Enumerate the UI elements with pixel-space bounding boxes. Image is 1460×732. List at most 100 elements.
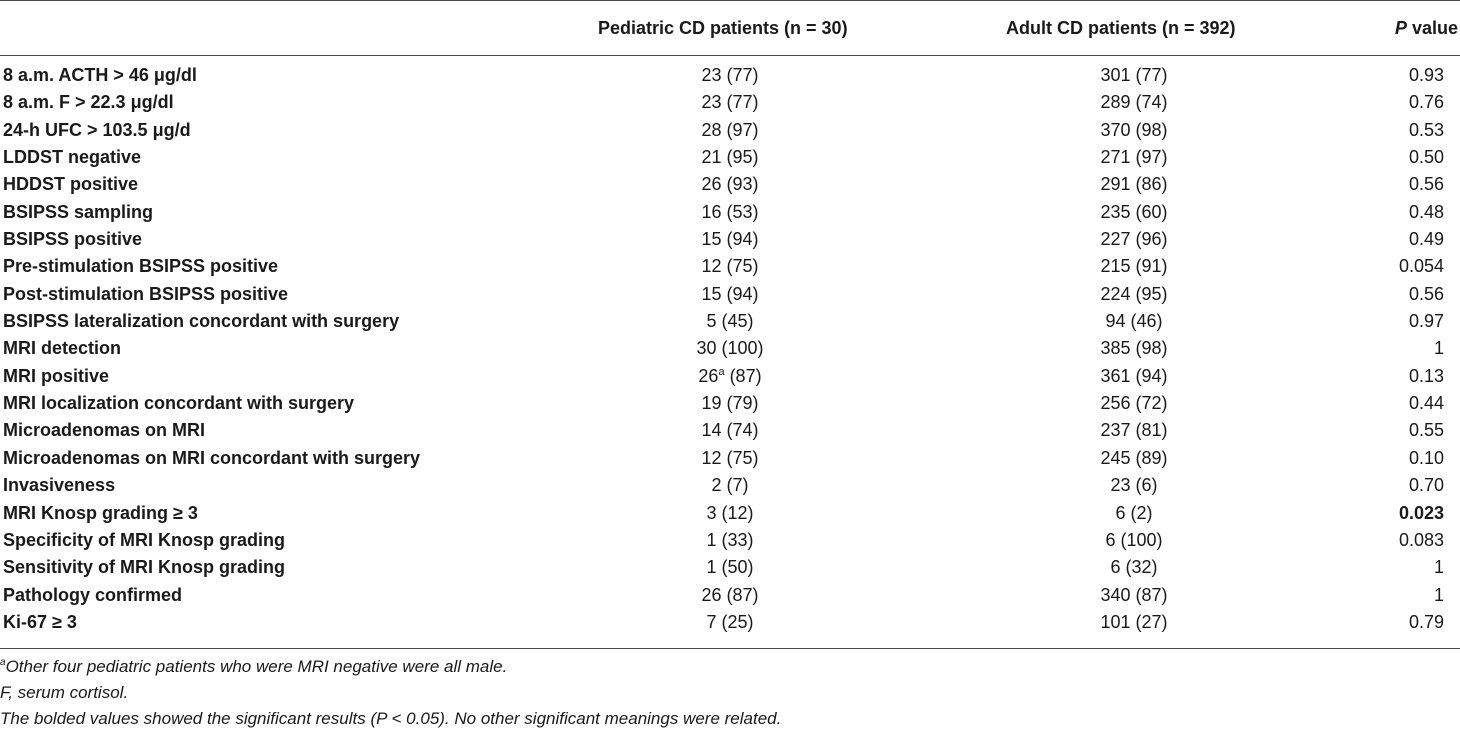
row-label: 8 a.m. F > 22.3 μg/dl bbox=[3, 92, 174, 113]
p-value: 1 bbox=[1433, 557, 1444, 578]
pediatric-value: 23 (77) bbox=[701, 65, 759, 85]
p-value: 0.49 bbox=[1408, 229, 1444, 250]
table-bottom-rule bbox=[0, 648, 1460, 649]
adult-value: 385 (98) bbox=[1100, 338, 1168, 359]
table-row: Ki-67 ≥ 3 7 (25) 101 (27) 0.79 bbox=[0, 609, 1460, 636]
row-label: Specificity of MRI Knosp grading bbox=[3, 529, 286, 550]
adult-value: 227 (96) bbox=[1100, 229, 1168, 250]
p-value: 0.56 bbox=[1408, 283, 1444, 304]
adult-value: 361 (94) bbox=[1100, 365, 1168, 386]
adult-value: 301 (77) bbox=[1100, 65, 1168, 85]
pediatric-value: 23 (77) bbox=[701, 92, 759, 113]
table-row: Microadenomas on MRI concordant with sur… bbox=[0, 445, 1460, 472]
p-value: 0.53 bbox=[1408, 119, 1444, 140]
footnote-a-marker: a bbox=[0, 657, 6, 668]
table-row: MRI Knosp grading ≥ 3 3 (12) 6 (2) 0.023 bbox=[0, 500, 1460, 527]
p-value: 0.56 bbox=[1408, 174, 1444, 195]
table-row: Specificity of MRI Knosp grading 1 (33) 6 … bbox=[0, 527, 1460, 554]
p-value: 0.48 bbox=[1408, 201, 1444, 222]
p-value: 0.083 bbox=[1398, 529, 1444, 550]
table-row: BSIPSS lateralization concordant with su… bbox=[0, 308, 1460, 335]
header-p-rest: value bbox=[1406, 18, 1458, 38]
row-label: MRI positive bbox=[3, 365, 110, 386]
pediatric-value: 21 (95) bbox=[701, 147, 759, 168]
table-row: 8 a.m. ACTH > 46 μg/dl 23 (77) 301 (77) 0.9… bbox=[0, 62, 1460, 89]
adult-value: 224 (95) bbox=[1100, 283, 1168, 304]
adult-value: 256 (72) bbox=[1100, 393, 1168, 414]
row-label: Microadenomas on MRI bbox=[3, 420, 206, 441]
adult-value: 289 (74) bbox=[1100, 92, 1168, 113]
adult-value: 215 (91) bbox=[1100, 256, 1168, 277]
p-value: 0.70 bbox=[1408, 475, 1444, 496]
row-label: 8 a.m. ACTH > 46 μg/dl bbox=[3, 65, 197, 85]
row-label: MRI detection bbox=[3, 338, 122, 359]
adult-value: 101 (27) bbox=[1100, 611, 1168, 632]
adult-value: 23 (6) bbox=[1110, 475, 1158, 496]
footnote-a: aOther four pediatric patients who were … bbox=[0, 654, 1460, 680]
row-label: BSIPSS lateralization concordant with su… bbox=[3, 311, 400, 332]
pediatric-value: 26a (87) bbox=[630, 363, 830, 390]
pediatric-value-percent: (87) bbox=[724, 365, 762, 386]
adult-value: 235 (60) bbox=[1100, 201, 1168, 222]
adult-value: 6 (32) bbox=[1110, 557, 1158, 578]
row-label: LDDST negative bbox=[3, 147, 142, 168]
p-value: 0.97 bbox=[1408, 311, 1444, 332]
row-label: MRI Knosp grading ≥ 3 bbox=[3, 502, 198, 523]
table-row: 24-h UFC > 103.5 μg/d 28 (97) 370 (98) 0.53 bbox=[0, 117, 1460, 144]
adult-value: 94 (46) bbox=[1105, 311, 1163, 332]
header-adult: Adult CD patients (n = 392) bbox=[1006, 18, 1236, 38]
adult-value: 370 (98) bbox=[1100, 119, 1168, 140]
pediatric-value: 12 (75) bbox=[701, 447, 759, 468]
pediatric-value: 3 (12) bbox=[706, 502, 754, 523]
adult-value: 6 (2) bbox=[1115, 502, 1153, 523]
table-header-row: Pediatric CD patients (n = 30) Adult CD … bbox=[0, 0, 1460, 55]
pediatric-value: 19 (79) bbox=[701, 393, 759, 414]
p-value: 0.13 bbox=[1408, 365, 1444, 386]
table-row: Post-stimulation BSIPSS positive 15 (94) 2… bbox=[0, 281, 1460, 308]
header-pediatric: Pediatric CD patients (n = 30) bbox=[598, 18, 848, 38]
table-row: HDDST positive 26 (93) 291 (86) 0.56 bbox=[0, 171, 1460, 198]
header-p-value: P value bbox=[1358, 17, 1458, 39]
table-header-rule bbox=[0, 55, 1460, 56]
table-row: Pre-stimulation BSIPSS positive 12 (75) 21… bbox=[0, 253, 1460, 280]
table-row: Microadenomas on MRI 14 (74) 237 (81) 0.55 bbox=[0, 417, 1460, 444]
adult-value: 271 (97) bbox=[1100, 147, 1168, 168]
footnote-abbreviation: F, serum cortisol. bbox=[0, 683, 129, 702]
p-value: 0.93 bbox=[1408, 65, 1444, 85]
table-row: MRI detection 30 (100) 385 (98) 1 bbox=[0, 335, 1460, 362]
row-label: BSIPSS positive bbox=[3, 229, 143, 250]
table-row: Invasiveness 2 (7) 23 (6) 0.70 bbox=[0, 472, 1460, 499]
pediatric-value: 7 (25) bbox=[706, 611, 754, 632]
p-value: 1 bbox=[1433, 338, 1444, 359]
adult-value: 291 (86) bbox=[1100, 174, 1168, 195]
pediatric-value: 15 (94) bbox=[701, 283, 759, 304]
adult-value: 237 (81) bbox=[1100, 420, 1168, 441]
row-label: Ki-67 ≥ 3 bbox=[3, 611, 77, 632]
pediatric-value: 12 (75) bbox=[701, 256, 759, 277]
row-label: 24-h UFC > 103.5 μg/d bbox=[3, 119, 191, 140]
table-footnotes: aOther four pediatric patients who were … bbox=[0, 654, 1460, 732]
pediatric-value: 2 (7) bbox=[711, 475, 749, 496]
p-value: 0.10 bbox=[1408, 447, 1444, 468]
pediatric-value: 1 (50) bbox=[706, 557, 754, 578]
table-row: 8 a.m. F > 22.3 μg/dl 23 (77) 289 (74) 0.76 bbox=[0, 89, 1460, 116]
pediatric-value: 30 (100) bbox=[696, 338, 764, 359]
table-row: LDDST negative 21 (95) 271 (97) 0.50 bbox=[0, 144, 1460, 171]
p-value: 0.023 bbox=[1398, 502, 1444, 523]
row-label: Pathology confirmed bbox=[3, 584, 183, 605]
pediatric-value: 26 (93) bbox=[701, 174, 759, 195]
pediatric-value: 15 (94) bbox=[701, 229, 759, 250]
p-value: 0.55 bbox=[1408, 420, 1444, 441]
p-value: 0.50 bbox=[1408, 147, 1444, 168]
table-row: MRI localization concordant with surgery… bbox=[0, 390, 1460, 417]
adult-value: 245 (89) bbox=[1100, 447, 1168, 468]
p-value: 0.79 bbox=[1408, 611, 1444, 632]
row-label: Sensitivity of MRI Knosp grading bbox=[3, 557, 286, 578]
row-label: Invasiveness bbox=[3, 475, 116, 496]
p-value: 0.76 bbox=[1408, 92, 1444, 113]
adult-value: 6 (100) bbox=[1105, 529, 1163, 550]
row-label: BSIPSS sampling bbox=[3, 201, 154, 222]
table-row: Pathology confirmed 26 (87) 340 (87) 1 bbox=[0, 582, 1460, 609]
row-label: HDDST positive bbox=[3, 174, 139, 195]
header-p-italic: P bbox=[1394, 18, 1407, 38]
